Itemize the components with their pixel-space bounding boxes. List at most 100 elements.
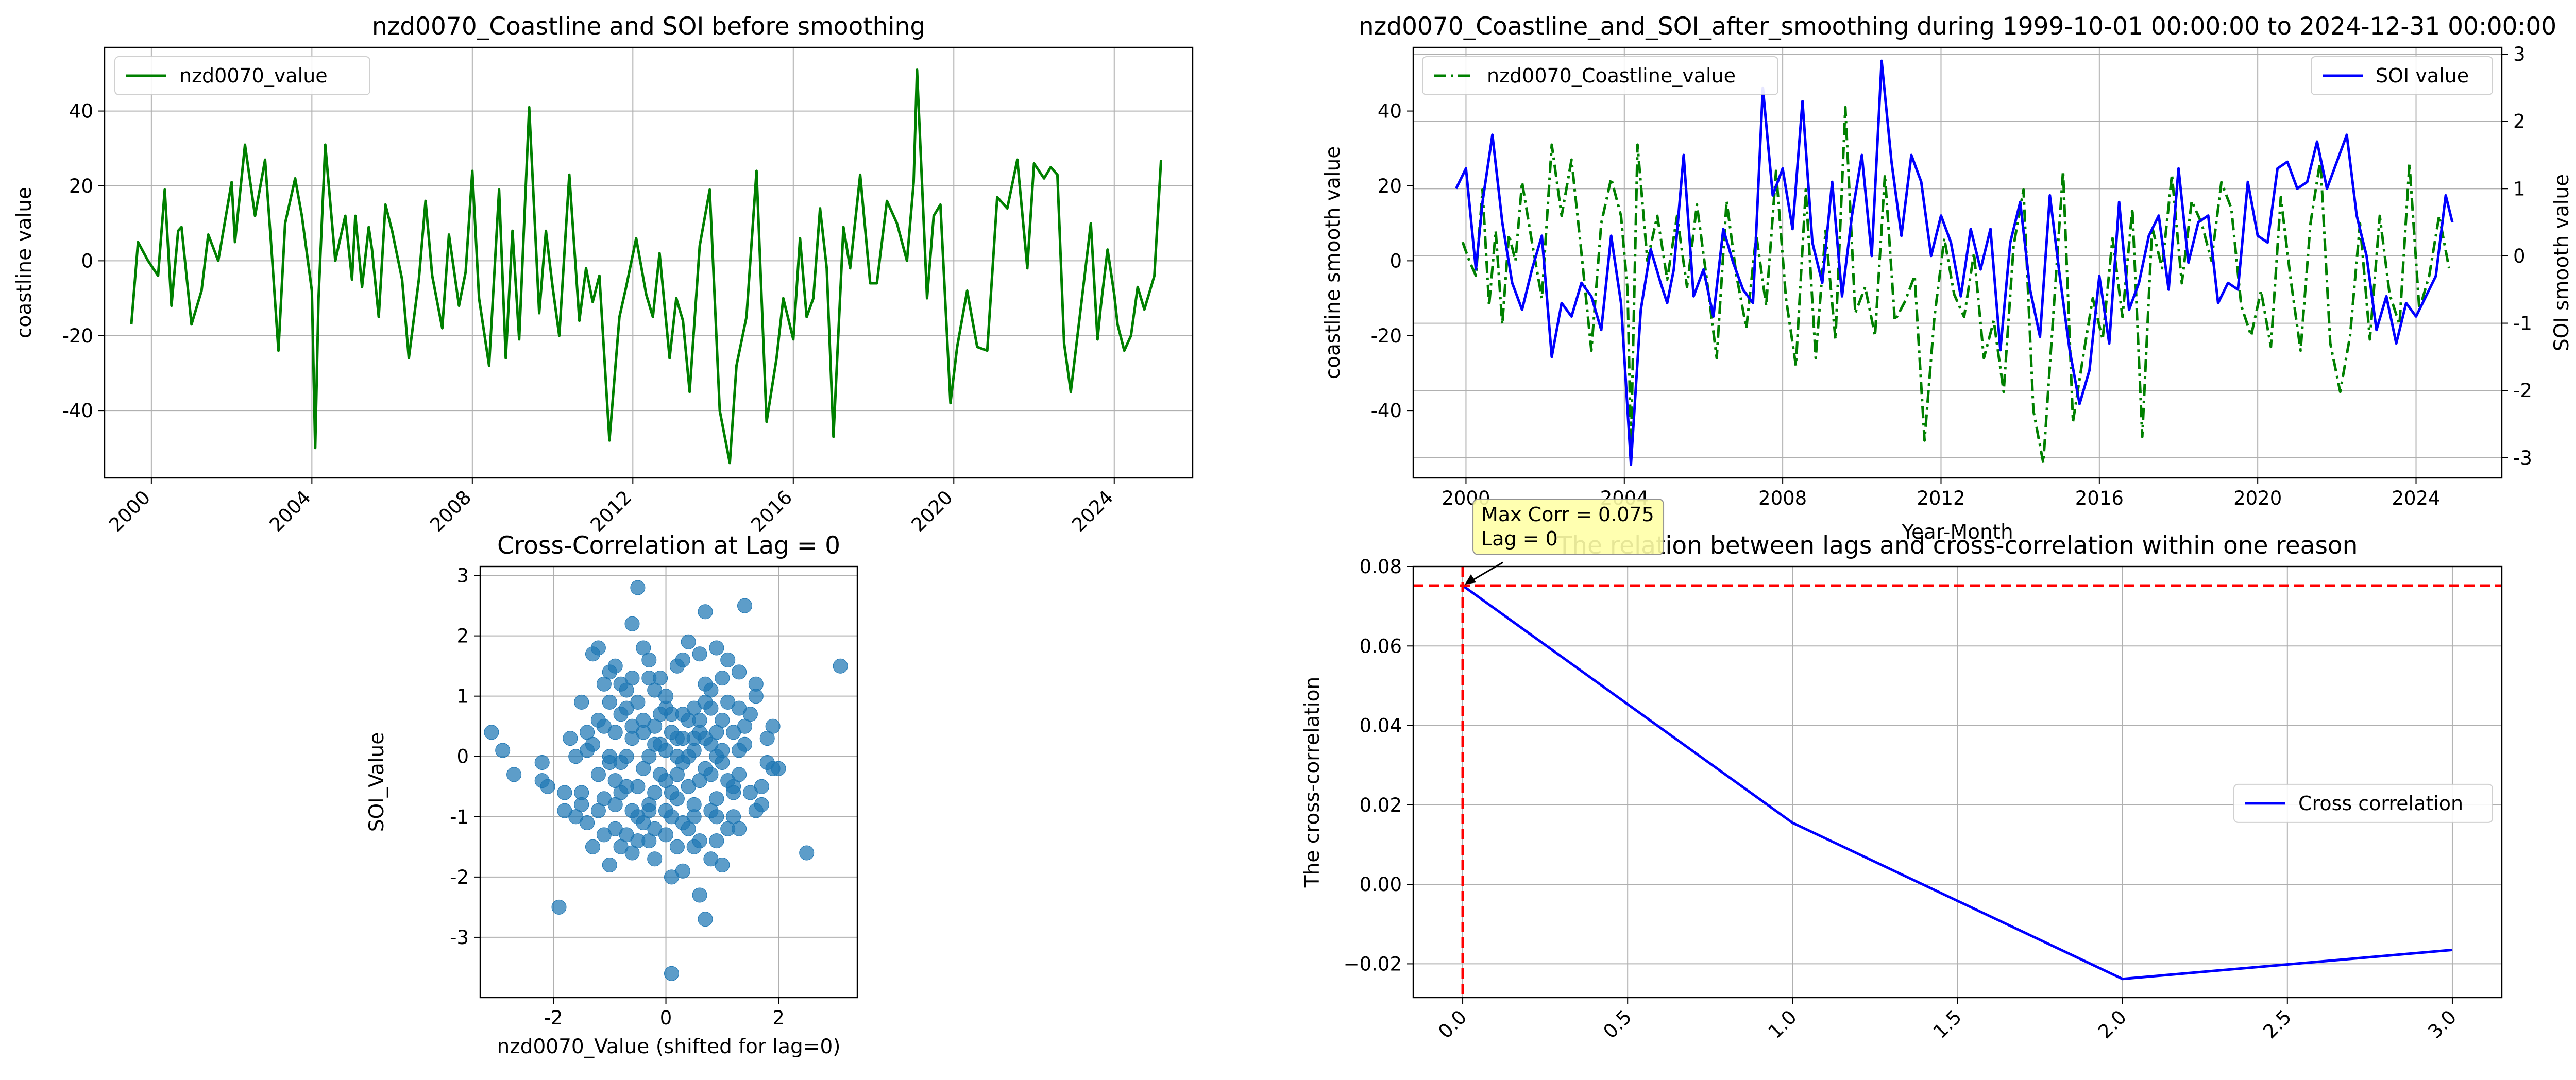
y-right-tick-label: -2 <box>2513 380 2532 402</box>
y-tick-label: 0 <box>81 250 93 272</box>
legend-coastline: nzd0070_Coastline_value <box>1422 56 1778 95</box>
scatter-point <box>484 725 499 740</box>
scatter-point <box>754 779 769 794</box>
scatter-point <box>692 713 707 728</box>
scatter-point <box>653 767 668 782</box>
y-axis-label: The cross-correlation <box>1301 677 1324 888</box>
scatter-point <box>551 899 567 915</box>
annotation-line-1: Max Corr = 0.075 <box>1481 503 1654 526</box>
y-axis-label: coastline smooth value <box>1321 146 1345 380</box>
y-tick-label: 0 <box>456 746 469 768</box>
legend-box <box>114 56 370 95</box>
scatter-point <box>624 671 640 686</box>
scatter-point <box>590 640 606 656</box>
scatter-point <box>833 658 848 674</box>
chart-bottom-left: -2 0 2 -3 -2 -1 0 1 2 3 Cross-Correlation at Lag =… <box>365 532 858 1058</box>
legend-label: nzd0070_value <box>179 64 328 87</box>
scatter-point <box>590 803 606 818</box>
scatter-point <box>641 833 657 849</box>
annotation-arrow-head <box>1465 574 1477 585</box>
scatter-point <box>732 743 747 758</box>
scatter-point <box>669 839 685 854</box>
y-right-tick-label: 1 <box>2513 178 2526 200</box>
y-tick-label: 20 <box>1378 175 1402 197</box>
chart-title: Cross-Correlation at Lag = 0 <box>497 532 840 560</box>
series-line-nzd0070-value <box>130 68 1163 465</box>
scatter-point <box>703 851 719 867</box>
scatter-point <box>607 797 623 812</box>
scatter-point <box>748 803 764 818</box>
scatter-point <box>636 761 651 776</box>
y-tick-label: 0.04 <box>1360 715 1402 737</box>
legend-box <box>2311 56 2493 95</box>
y-tick-label: 0 <box>1389 250 1402 272</box>
scatter-point <box>596 718 612 734</box>
x-tick-label: 2020 <box>2233 487 2282 509</box>
series-line-soi <box>1454 59 2454 466</box>
y-right-tick-label: -1 <box>2513 313 2532 335</box>
scatter-point <box>692 833 707 849</box>
y-tick-label: -20 <box>1371 325 1402 347</box>
scatter-point <box>715 743 730 758</box>
scatter-point <box>703 700 719 716</box>
y-tick-label: -1 <box>450 806 469 828</box>
legend-label: Cross correlation <box>2298 792 2463 815</box>
chart-bottom-right: 0.0 0.5 1.0 1.5 2.0 2.5 3.0−0.020.000.020.040.… <box>1301 499 2503 1043</box>
scatter-point <box>495 743 511 758</box>
y-tick-label: 0.00 <box>1360 873 1402 896</box>
scatter-point <box>692 887 707 903</box>
scatter-point <box>715 671 730 686</box>
y-right-tick-label: -3 <box>2513 447 2532 469</box>
scatter-point <box>602 694 617 710</box>
y-tick-label: 2 <box>456 625 469 647</box>
y-tick-label: 1 <box>456 685 469 708</box>
y-tick-label: −0.02 <box>1344 953 1402 975</box>
scatter-point <box>681 821 696 836</box>
scatter-point <box>664 809 679 825</box>
y-tick-label: 20 <box>69 175 93 197</box>
y-tick-label: 40 <box>69 100 93 123</box>
x-tick-label: 2024 <box>2392 487 2440 509</box>
scatter-point <box>759 731 775 746</box>
scatter-point <box>574 785 589 800</box>
scatter-point <box>630 580 646 595</box>
chart-title: nzd0070_Coastline_and_SOI_after_smoothin… <box>1359 12 2556 41</box>
legend-soi: SOI value <box>2311 56 2493 95</box>
scatter-point <box>675 863 690 879</box>
scatter-point <box>647 785 663 800</box>
plot-frame <box>104 46 1194 479</box>
scatter-point <box>636 815 651 830</box>
scatter-point <box>590 767 606 782</box>
x-tick-label: -2 <box>544 1007 563 1029</box>
scatter-point <box>675 755 690 770</box>
scatter-point <box>681 634 696 649</box>
scatter-point <box>641 652 657 667</box>
scatter-point <box>585 839 600 854</box>
legend-label: SOI value <box>2376 64 2469 87</box>
x-tick-label: 2008 <box>1758 487 1807 509</box>
y-axis-label: SOI_Value <box>365 732 388 832</box>
legend: Cross correlation <box>2233 783 2493 823</box>
scatter-point <box>653 736 668 752</box>
scatter-point <box>709 640 724 656</box>
plot-frame <box>1412 565 2503 999</box>
scatter-point <box>698 676 713 692</box>
y-tick-label: 0.08 <box>1360 556 1402 578</box>
scatter-point <box>630 779 646 794</box>
legend-label: nzd0070_Coastline_value <box>1487 64 1736 87</box>
annotation-box <box>1472 499 1665 556</box>
scatter-point <box>658 827 673 843</box>
x-axis-label: Year-Month <box>1901 521 2013 544</box>
scatter-point <box>613 839 629 854</box>
scatter-point <box>698 761 713 776</box>
chart-top-right: 2000 2004 2008 2012 2016 2020 2024-40-2002040-… <box>1321 12 2573 544</box>
y-tick-label: -3 <box>450 927 469 949</box>
chart-title: The relation between lags and cross-corr… <box>1557 532 2358 560</box>
scatter-point <box>596 827 612 843</box>
scatter-point <box>732 700 747 716</box>
scatter-point <box>703 803 719 818</box>
y-tick-label: 40 <box>1378 100 1402 123</box>
scatter-point <box>619 749 634 764</box>
